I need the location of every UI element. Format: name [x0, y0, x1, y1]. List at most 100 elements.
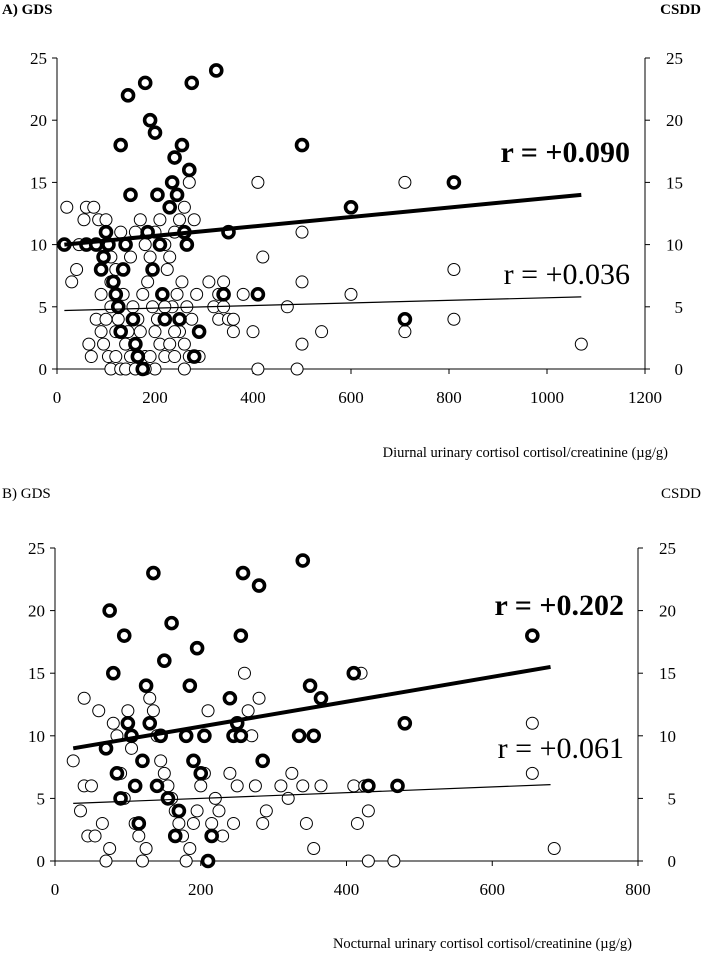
panel-a-csdd-point — [113, 324, 128, 339]
panel-b-gds-point — [146, 704, 160, 718]
panel-b-csdd-point — [222, 690, 238, 706]
panel-b-y2-tick-label: 5 — [668, 789, 677, 808]
panel-b-gds-point — [237, 666, 251, 680]
panel-a-gds-point — [138, 238, 152, 252]
panel-b-csdd-point — [525, 628, 540, 643]
panel-b-y-tick-label: 20 — [28, 602, 45, 621]
panel-a-gds-point — [158, 300, 172, 314]
panel-a-gds-point — [82, 337, 96, 351]
panel-a-trendline-thin — [64, 296, 582, 312]
panel-a-gds-point — [173, 213, 186, 227]
panel-a-gds-point — [246, 325, 260, 339]
panel-a-csdd-point — [164, 175, 180, 190]
panel-b-csdd-point — [255, 753, 270, 769]
panel-a-csdd-point — [250, 287, 266, 302]
panel-b-gds-point — [194, 779, 208, 793]
panel-b-gds-point — [135, 854, 149, 868]
panel-b-trendline-thick — [72, 664, 551, 751]
panel-a-csdd-point — [106, 274, 121, 290]
panel-a-csdd-point — [162, 199, 177, 215]
panel-b-gds-point — [547, 841, 561, 855]
panel-a-csdd-point — [93, 262, 109, 277]
panel-a-csdd-point — [208, 63, 224, 78]
panel-b-y-tick-label: 5 — [37, 789, 46, 808]
panel-a-y-tick-label: 15 — [30, 173, 47, 192]
panel-b-csdd-point — [302, 678, 318, 694]
panel-b-gds-point — [347, 779, 361, 793]
panel-a-gds-point — [109, 350, 123, 364]
panel-b-gds-point — [252, 691, 266, 705]
panel-a-csdd-point — [110, 299, 126, 315]
panel-a-gds-point — [114, 225, 128, 239]
panel-a-trendline-thick — [64, 192, 582, 247]
panel-b-csdd-point — [361, 778, 376, 794]
panel-b-y2-tick-label: 15 — [659, 664, 676, 683]
panel-a-gds-point — [77, 213, 91, 227]
panel-a-gds-point — [177, 200, 191, 214]
panel-a-csdd-point — [446, 175, 462, 190]
panel-a-gds-point — [84, 350, 98, 364]
panel-a-gds-point — [136, 287, 150, 301]
panel-b-gds-point — [227, 816, 241, 830]
panel-b-gds-point — [77, 691, 91, 705]
panel-a-gds-point — [99, 213, 113, 227]
panel-a-gds-point — [143, 250, 157, 264]
panel-b-csdd-point — [397, 715, 413, 731]
panel-a-y-tick-label: 25 — [30, 49, 47, 68]
panel-b-csdd-point — [127, 778, 143, 794]
panel-a-gds-point — [111, 312, 125, 326]
panel-a-gds-point — [168, 325, 182, 339]
panel-a-gds-point — [295, 225, 309, 239]
panel-a-x-tick-label: 200 — [142, 388, 168, 407]
panel-a-gds-point — [126, 300, 140, 314]
panel-a-gds-point — [280, 300, 294, 314]
panel-b-gds-point — [183, 841, 197, 855]
panel-a-gds-point — [398, 325, 412, 339]
panel-a-gds-point — [251, 175, 265, 189]
panel-b-gds-point — [361, 854, 375, 868]
panel-b-r-thick: r = +0.202 — [495, 589, 624, 622]
panel-a-y2-tick-label: 5 — [675, 298, 684, 317]
panel-b-gds-point — [84, 779, 98, 793]
panel-b-csdd-point — [160, 791, 176, 806]
panel-a-csdd-point — [184, 75, 200, 91]
panel-a-y-tick-label: 20 — [30, 111, 47, 130]
panel-a-gds-point — [133, 325, 147, 339]
panel-b-gds-point — [259, 804, 273, 818]
panel-a-gds-point — [60, 200, 74, 214]
panel-a-r-thick: r = +0.090 — [501, 136, 630, 169]
panel-a-y2-tick-label: 10 — [666, 236, 683, 255]
panel-a-csdd-point — [113, 137, 128, 153]
panel-b-gds-point — [74, 804, 88, 818]
panel-a-x-tick-label: 1000 — [530, 388, 564, 407]
panel-b-gds-point — [125, 741, 139, 755]
panel-b-csdd-point — [197, 728, 212, 744]
panel-b-gds-point — [92, 704, 106, 718]
panel-b-gds-point — [256, 816, 270, 830]
panel-b-gds-point — [95, 816, 109, 830]
panel-a-gds-point — [290, 362, 304, 376]
panel-b-csdd-point — [171, 803, 187, 819]
panel-a-gds-point — [87, 200, 101, 214]
panel-a-label: A) GDS — [2, 2, 52, 18]
panel-b-gds-point — [314, 779, 328, 793]
panel-a-csdd-point — [108, 287, 124, 302]
panel-b-csdd-point — [295, 553, 311, 568]
panel-a-gds-point — [177, 337, 191, 351]
panel-b-csdd-point — [116, 628, 132, 643]
panel-b-gds-point — [179, 854, 193, 868]
panel-b-csdd-point — [346, 665, 362, 681]
panel-a-x-tick-label: 400 — [240, 388, 266, 407]
panel-b-csdd-point — [204, 828, 219, 844]
panel-a-csdd-point — [343, 199, 359, 215]
panel-a-gds-point — [153, 213, 167, 227]
panel-b-gds-point — [132, 829, 146, 843]
panel-a-csdd-point — [397, 311, 413, 327]
panel-b-gds-point — [99, 854, 113, 868]
panel-a-gds-point — [236, 287, 250, 301]
panel-a-gds-point — [315, 325, 329, 339]
panel-a-xlabel: Diurnal urinary cortisol cortisol/creati… — [383, 445, 669, 461]
panel-a-gds-point — [256, 250, 270, 264]
panel-a-gds-point — [160, 262, 174, 276]
panel-b-csdd-point — [313, 690, 329, 706]
